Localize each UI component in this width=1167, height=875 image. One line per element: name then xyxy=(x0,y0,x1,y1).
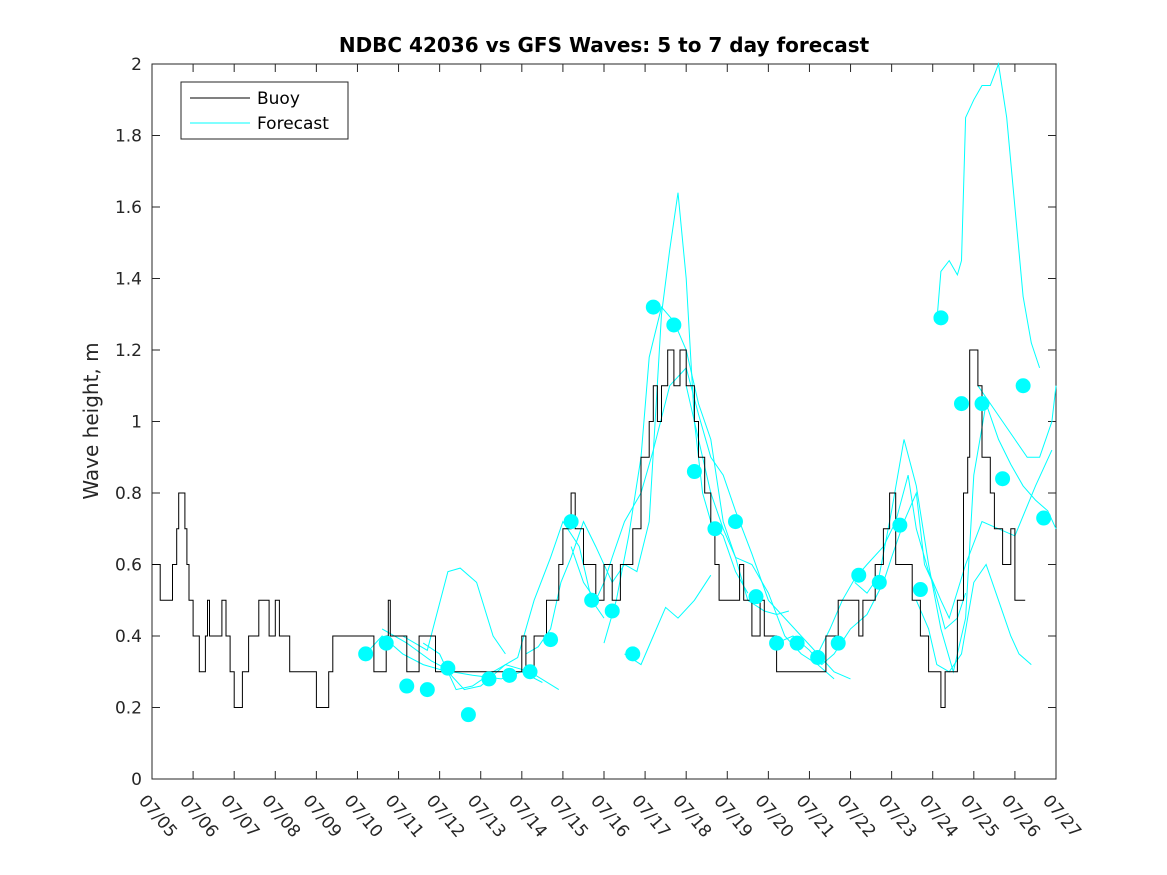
forecast-point xyxy=(912,582,928,598)
forecast-point xyxy=(810,649,826,665)
y-tick-label: 0.4 xyxy=(115,627,142,647)
forecast-line xyxy=(936,62,1041,369)
forecast-point xyxy=(440,660,456,676)
x-tick-label: 07/10 xyxy=(340,791,387,841)
forecast-line xyxy=(402,567,506,655)
forecast-point xyxy=(584,592,600,608)
forecast-point xyxy=(481,671,497,687)
legend-forecast-label: Forecast xyxy=(257,114,329,134)
x-tick-label: 07/07 xyxy=(216,791,263,841)
y-tick-label: 0.2 xyxy=(115,699,142,719)
forecast-point xyxy=(543,632,559,648)
forecast-point xyxy=(378,635,394,651)
forecast-point xyxy=(1015,378,1031,394)
forecast-point xyxy=(748,589,764,605)
forecast-point xyxy=(686,464,702,480)
x-tick-label: 07/08 xyxy=(257,791,304,841)
forecast-line xyxy=(817,449,1053,655)
forecast-point xyxy=(460,707,476,723)
buoy-line xyxy=(152,349,1026,708)
y-tick-label: 1.2 xyxy=(115,341,142,361)
x-tick-label: 07/12 xyxy=(422,791,469,841)
x-tick-label: 07/11 xyxy=(381,791,428,841)
forecast-line xyxy=(854,403,1057,674)
forecast-point xyxy=(830,635,846,651)
x-tick-label: 07/05 xyxy=(134,791,181,841)
forecast-line xyxy=(381,628,543,683)
y-tick-label: 1.4 xyxy=(115,270,142,290)
y-tick-label: 1.6 xyxy=(115,198,142,218)
forecast-line xyxy=(365,635,560,691)
forecast-point xyxy=(974,396,990,412)
forecast-point xyxy=(522,664,538,680)
forecast-point xyxy=(707,521,723,537)
forecast-point xyxy=(769,635,785,651)
forecast-line xyxy=(685,385,835,680)
forecast-point xyxy=(501,667,517,683)
y-axis-label: Wave height, m xyxy=(79,342,103,499)
y-tick-label: 1.8 xyxy=(115,127,142,147)
forecast-point xyxy=(995,471,1011,487)
forecast-point xyxy=(645,299,661,315)
forecast-point xyxy=(625,646,641,662)
plot-area: 00.20.40.60.811.21.41.61.8207/0507/0607/… xyxy=(115,55,1085,842)
x-tick-label: 07/20 xyxy=(751,791,798,841)
legend: Buoy Forecast xyxy=(180,81,349,140)
x-tick-label: 07/19 xyxy=(709,791,756,841)
forecast-point xyxy=(358,646,374,662)
legend-box xyxy=(180,81,349,140)
forecast-point xyxy=(666,317,682,333)
forecast-line xyxy=(422,520,605,691)
forecast-point xyxy=(604,603,620,619)
forecast-point xyxy=(419,682,435,698)
forecast-line xyxy=(977,385,1057,458)
axes-box xyxy=(151,63,1057,780)
x-tick-label: 07/17 xyxy=(627,791,674,841)
x-tick-label: 07/14 xyxy=(504,791,551,841)
x-tick-label: 07/16 xyxy=(586,791,633,841)
forecast-point xyxy=(727,514,743,530)
x-tick-label: 07/26 xyxy=(997,791,1044,841)
x-tick-label: 07/09 xyxy=(299,791,346,841)
chart-title: NDBC 42036 vs GFS Waves: 5 to 7 day fore… xyxy=(339,33,870,57)
forecast-point xyxy=(871,574,887,590)
x-tick-label: 07/22 xyxy=(833,791,880,841)
y-tick-label: 0.6 xyxy=(115,556,142,576)
forecast-line xyxy=(603,306,790,644)
forecast-line xyxy=(915,563,1032,673)
forecast-point xyxy=(399,678,415,694)
x-tick-label: 07/15 xyxy=(545,791,592,841)
forecast-point xyxy=(563,514,579,530)
y-tick-label: 1 xyxy=(131,413,142,433)
forecast-point xyxy=(933,310,949,326)
x-tick-label: 07/06 xyxy=(175,791,222,841)
y-tick-label: 0 xyxy=(131,770,142,790)
forecast-line xyxy=(776,491,967,666)
x-tick-label: 07/18 xyxy=(668,791,715,841)
y-tick-label: 0.8 xyxy=(115,484,142,504)
forecast-line xyxy=(570,366,851,680)
forecast-point xyxy=(953,396,969,412)
forecast-point xyxy=(789,635,805,651)
forecast-line xyxy=(525,192,749,655)
x-tick-label: 07/27 xyxy=(1038,791,1085,841)
x-tick-label: 07/21 xyxy=(792,791,839,841)
x-tick-label: 07/25 xyxy=(956,791,1003,841)
forecast-point xyxy=(892,517,908,533)
x-tick-label: 07/13 xyxy=(463,791,510,841)
forecast-point xyxy=(851,567,867,583)
y-tick-label: 2 xyxy=(131,55,142,75)
x-tick-label: 07/24 xyxy=(915,791,962,841)
forecast-point xyxy=(1036,510,1052,526)
forecast-line xyxy=(624,574,712,666)
legend-buoy-label: Buoy xyxy=(257,89,300,109)
x-tick-label: 07/23 xyxy=(874,791,921,841)
